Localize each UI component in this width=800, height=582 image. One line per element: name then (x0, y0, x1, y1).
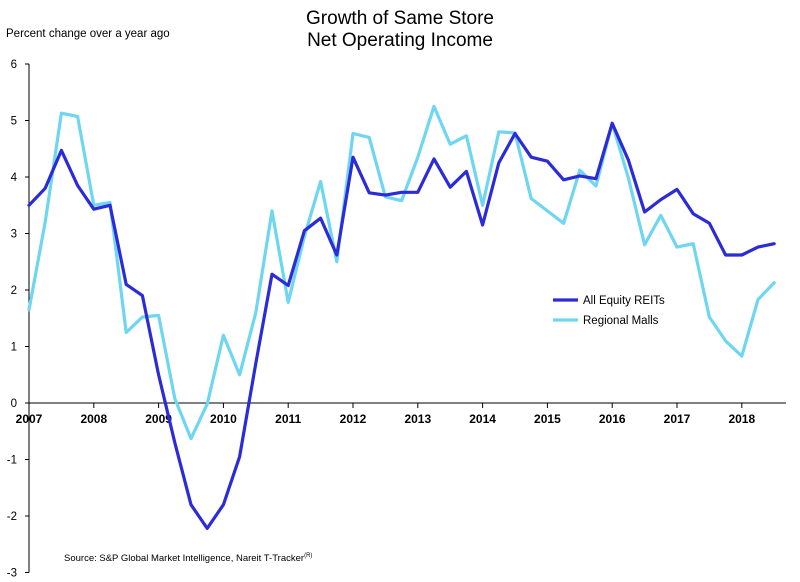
x-tick-label: 2018 (728, 412, 755, 426)
legend-label-regional-malls: Regional Malls (583, 315, 659, 327)
source-registered-mark: (R) (304, 553, 313, 559)
chart-title-line-1: Growth of Same Store (306, 8, 494, 29)
x-tick-label: 2011 (275, 412, 301, 426)
x-tick-label: 2016 (599, 412, 626, 426)
x-tick-label: 2007 (16, 412, 43, 426)
y-tick-label: 6 (11, 59, 17, 71)
x-tick-label: 2013 (404, 412, 431, 426)
x-tick-label: 2008 (80, 412, 107, 426)
y-tick-label: -2 (7, 511, 17, 523)
y-axis-label: Percent change over a year ago (6, 28, 170, 40)
x-tick-label: 2012 (340, 412, 367, 426)
x-tick-label: 2015 (534, 412, 561, 426)
y-tick-label: 1 (11, 342, 17, 354)
legend-label-all-equity-reits: All Equity REITs (583, 295, 665, 307)
x-tick-label: 2009 (145, 412, 172, 426)
y-tick-label: 0 (11, 398, 17, 410)
source-text: Source: S&P Global Market Intelligence, … (64, 553, 305, 565)
y-tick-label: -1 (7, 455, 17, 467)
x-tick-label: 2017 (664, 412, 691, 426)
source-note: Source: S&P Global Market Intelligence, … (64, 553, 312, 564)
y-tick-label: 3 (11, 229, 17, 241)
series-line-regional-malls (27, 104, 776, 441)
y-tick-label: -3 (7, 568, 17, 580)
x-tick-label: 2010 (210, 412, 237, 426)
y-tick-label: 5 (11, 116, 17, 128)
x-tick-label: 2014 (469, 412, 496, 426)
y-tick-label: 2 (11, 285, 17, 297)
chart-title-line-2: Net Operating Income (307, 30, 493, 51)
y-tick-label: 4 (11, 172, 18, 184)
series-line-all-equity-reits (27, 121, 776, 531)
